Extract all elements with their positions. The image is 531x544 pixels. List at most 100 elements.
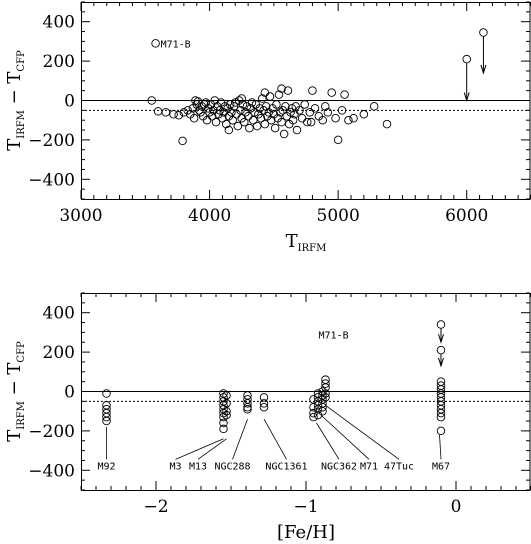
data-point (306, 117, 316, 127)
data-point (256, 113, 266, 123)
data-point (265, 92, 275, 101)
data-point (224, 125, 234, 135)
data-point (281, 102, 290, 111)
data-point (179, 108, 189, 117)
y-tick-label: 0 (64, 92, 75, 112)
data-point (240, 117, 249, 127)
limit-arrow-head (438, 357, 444, 368)
data-point (337, 106, 347, 115)
data-point (283, 86, 293, 95)
y-tick-label: −400 (28, 170, 75, 190)
y-tick-label: 200 (43, 52, 75, 72)
data-point (236, 106, 245, 115)
limit-point (436, 345, 446, 355)
y-tick-label: −200 (28, 422, 75, 442)
cluster-leader-line (263, 418, 287, 460)
cluster-label: NGC362 (321, 461, 357, 472)
y-tick-label: 400 (43, 13, 75, 33)
data-point (102, 416, 111, 426)
data-point (258, 94, 267, 103)
cluster-label: NGC288 (214, 461, 250, 472)
data-point (207, 112, 217, 121)
limit-point (436, 320, 446, 329)
cluster-label: M67 (432, 461, 450, 472)
data-point (174, 111, 183, 120)
y-tick-label: −400 (28, 461, 75, 481)
data-point (259, 403, 269, 412)
data-point (222, 410, 231, 420)
x-tick-label: 6000 (445, 206, 488, 226)
data-point (286, 108, 295, 117)
limit-arrow-head (463, 92, 470, 103)
x-tick-label: 3000 (59, 206, 102, 226)
data-point (229, 102, 239, 111)
data-point (102, 412, 111, 422)
x-axis-title: [Fe/H] (277, 522, 335, 543)
y-tick-label: −200 (28, 131, 75, 151)
data-point (267, 115, 276, 125)
data-point (260, 119, 270, 129)
cluster-label: M3 (169, 461, 181, 472)
y-tick-label: 400 (43, 304, 75, 324)
cluster-leader-line (175, 438, 224, 460)
y-axis-title: TIRFM − TCFP (4, 50, 27, 151)
y-axis-title-sub1: IRFM (16, 401, 27, 430)
y-axis-title-sub2: CFP (16, 50, 27, 72)
y-axis-title-sub1: IRFM (16, 110, 27, 139)
data-point (369, 102, 379, 111)
data-point (245, 123, 254, 133)
data-point (313, 404, 323, 414)
y-tick-label: 0 (64, 383, 75, 403)
data-point (161, 108, 171, 117)
data-point (321, 389, 330, 398)
data-point (153, 107, 163, 116)
cluster-leader-line (316, 422, 340, 460)
data-point (331, 113, 340, 123)
data-point (259, 393, 269, 402)
data-point (310, 104, 320, 113)
y-axis-title-minus: − T (4, 363, 25, 402)
data-point (233, 121, 243, 131)
data-point (323, 108, 333, 117)
y-tick-label: 200 (43, 343, 75, 363)
data-point (349, 113, 358, 123)
data-point (219, 424, 228, 434)
data-point (359, 110, 369, 119)
data-point (231, 98, 240, 107)
cluster-label: M71 (360, 461, 378, 472)
y-axis-title: TIRFM − TCFP (4, 341, 27, 442)
data-point (313, 401, 323, 410)
data-point (313, 410, 323, 420)
annotation-label: M71-B (319, 330, 349, 341)
data-point (237, 94, 246, 103)
data-point (344, 115, 353, 125)
x-axis-title-main: [Fe/H] (277, 522, 335, 543)
data-point (321, 379, 330, 388)
data-point (340, 90, 349, 99)
data-point (300, 100, 309, 109)
x-tick-label: −2 (143, 497, 168, 517)
data-point (279, 129, 289, 139)
data-point (238, 100, 248, 109)
data-point (252, 121, 262, 131)
y-axis-title-t1: T (4, 139, 25, 151)
data-point (259, 399, 269, 408)
data-point (436, 408, 446, 418)
data-point (260, 88, 270, 97)
data-point (169, 110, 178, 119)
data-point (219, 418, 228, 428)
data-point (303, 117, 312, 127)
x-axis-title-sub: IRFM (298, 243, 327, 254)
y-axis-title-minus: − T (4, 72, 25, 111)
data-point (243, 404, 252, 414)
data-point (222, 119, 231, 129)
data-point (151, 39, 160, 48)
data-point (255, 104, 264, 113)
data-point (243, 399, 252, 408)
cluster-leader-line (320, 414, 370, 460)
bottom-panel: −2 −1 0 −400 −200 0 200 400 M71-B M92 M3 M13 NGC288 N… (4, 292, 531, 543)
data-point (327, 88, 336, 97)
data-point (211, 117, 221, 127)
x-tick-label: 5000 (317, 206, 360, 226)
